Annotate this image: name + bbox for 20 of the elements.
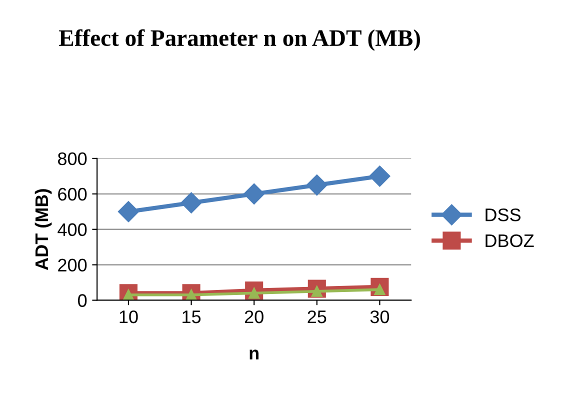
y-tick-label: 0 bbox=[78, 294, 87, 307]
y-tick-label: 800 bbox=[58, 152, 87, 166]
x-tick-label: 25 bbox=[308, 310, 326, 324]
y-tick-label: 600 bbox=[58, 188, 87, 201]
point bbox=[369, 166, 390, 187]
legend-label: DBOZ bbox=[486, 234, 534, 248]
x-tick-label: 15 bbox=[182, 310, 201, 324]
y-axis-title: ADT (MB) bbox=[34, 189, 52, 270]
chart-title: Effect of Parameter n on ADT (MB) bbox=[59, 29, 420, 51]
x-tick-label: 10 bbox=[120, 310, 138, 324]
point bbox=[118, 201, 139, 222]
y-tick-label: 200 bbox=[58, 258, 87, 272]
point bbox=[180, 192, 202, 214]
legend-label: DSS bbox=[486, 208, 521, 222]
point bbox=[244, 183, 265, 204]
x-tick-label: 30 bbox=[370, 310, 390, 324]
x-axis-title: n bbox=[250, 350, 258, 360]
x-tick-label: 20 bbox=[244, 310, 264, 324]
y-tick-label: 400 bbox=[58, 223, 87, 236]
point bbox=[306, 174, 328, 196]
